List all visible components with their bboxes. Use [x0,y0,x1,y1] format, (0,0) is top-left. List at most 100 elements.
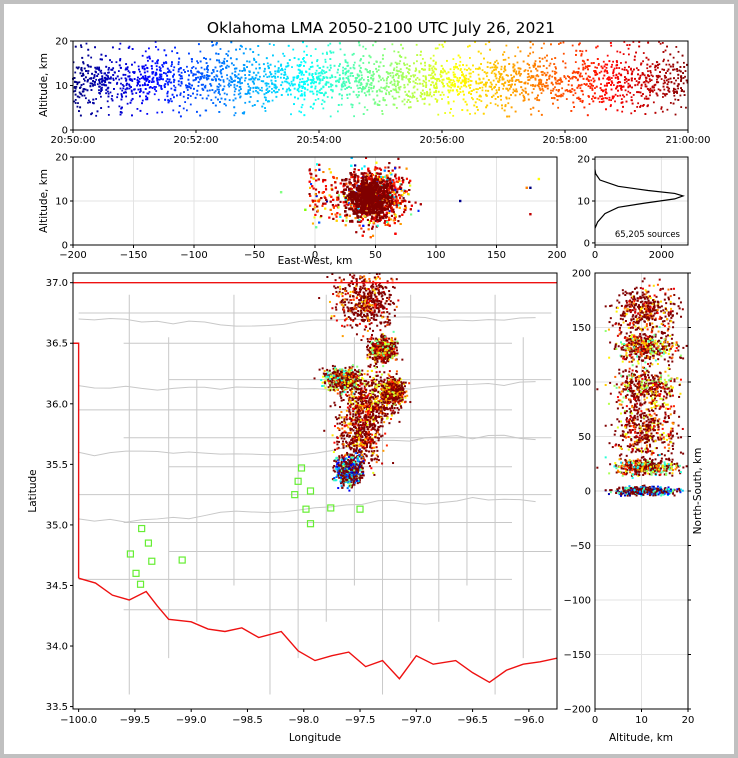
source-point [342,85,345,88]
source-point [131,48,134,50]
source-point [626,70,629,73]
source-point [530,113,533,116]
source-point [610,104,612,106]
source-point [527,79,530,82]
source-point [147,92,150,95]
source-point [515,90,518,93]
source-point [113,71,116,74]
source-point [278,88,280,91]
source-point [627,85,630,88]
source-point [607,78,610,81]
source-point [573,71,576,74]
source-point [673,88,676,91]
source-point [656,66,659,69]
source-point [429,91,432,94]
source-point [307,78,310,81]
source-point [320,87,323,90]
source-point [92,84,95,86]
source-point [566,75,569,78]
source-point [112,67,115,70]
source-point [566,89,568,91]
source-point [553,63,556,66]
source-point [192,87,195,90]
source-point [540,92,543,95]
source-point [627,90,630,93]
source-point [102,79,104,82]
source-point [300,85,303,88]
source-point [538,99,541,102]
source-point [606,77,609,79]
source-point [272,75,275,78]
source-point [460,68,462,70]
source-point [461,80,464,83]
source-point [546,54,548,57]
source-point [394,61,397,64]
source-point [141,102,143,105]
source-point [490,83,493,86]
source-point [532,43,534,46]
source-point [122,85,125,88]
source-point [156,111,159,114]
source-point [101,80,104,83]
source-point [322,76,325,78]
source-point [143,68,146,71]
source-point [577,71,580,73]
source-point [209,58,212,61]
source-point [621,101,624,104]
source-point [606,63,609,66]
source-point [464,77,467,80]
source-point [226,93,228,96]
source-point [233,90,236,93]
source-point [80,84,83,86]
source-point [558,82,561,85]
source-point [472,88,475,91]
source-point [604,91,607,94]
source-point [487,89,490,92]
source-point [384,86,387,89]
source-point [358,79,361,82]
source-point [94,80,96,83]
source-point [663,68,666,71]
source-point [370,77,373,80]
source-point [312,79,315,82]
source-point [321,99,324,102]
source-point [145,79,148,82]
source-point [358,81,360,84]
source-point [310,82,312,85]
source-point [199,94,202,96]
source-point [330,88,333,91]
source-point [555,81,557,84]
source-point [320,71,323,74]
source-point [674,113,677,116]
source-point [381,112,384,115]
source-point [82,61,85,64]
source-point [581,99,584,102]
source-point [376,94,379,97]
source-point [382,87,385,89]
source-point [267,67,270,70]
source-point [290,82,293,85]
source-point [515,70,518,73]
source-point [318,89,321,92]
source-point [218,83,221,86]
source-point [475,106,478,108]
source-point [394,88,396,91]
source-point [372,79,374,82]
source-point [336,79,339,82]
source-point [151,72,154,75]
source-point [654,66,656,69]
source-point [377,80,380,83]
source-point [523,99,526,102]
source-point [382,98,385,101]
source-point [303,98,306,101]
source-point [247,92,250,94]
source-point [575,49,578,52]
source-point [544,85,547,88]
source-point [338,65,341,67]
source-point [273,84,276,86]
source-point [325,71,328,73]
source-point [277,67,280,69]
source-point [340,88,343,91]
source-point [89,82,92,85]
source-point [431,69,434,72]
